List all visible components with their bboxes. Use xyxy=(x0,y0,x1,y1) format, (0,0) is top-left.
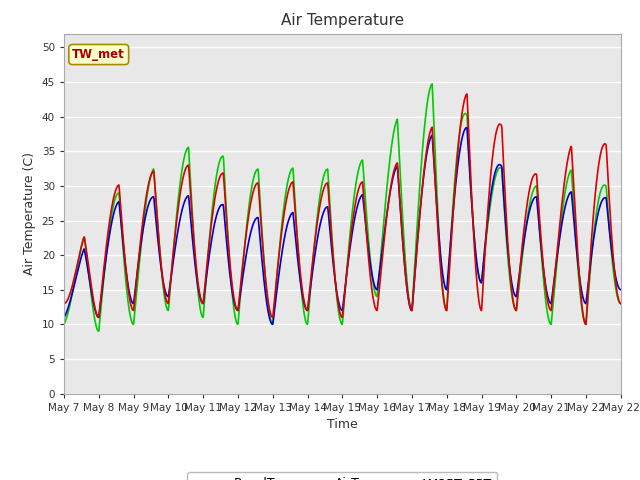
Line: AM25T_PRT: AM25T_PRT xyxy=(64,84,621,331)
PanelT xyxy=(611,266,618,272)
AirT xyxy=(556,234,564,240)
AM25T_PRT xyxy=(317,183,325,189)
AM25T_PRT xyxy=(611,276,618,281)
AirT xyxy=(617,287,625,293)
AirT xyxy=(474,270,482,276)
Legend: PanelT, AirT, AM25T_PRT: PanelT, AirT, AM25T_PRT xyxy=(188,472,497,480)
Y-axis label: Air Temperature (C): Air Temperature (C) xyxy=(23,152,36,275)
AM25T_PRT xyxy=(428,81,436,87)
PanelT xyxy=(617,300,625,306)
AM25T_PRT xyxy=(617,300,625,306)
AM25T_PRT xyxy=(474,271,482,276)
AirT xyxy=(611,266,618,272)
X-axis label: Time: Time xyxy=(327,418,358,431)
PanelT xyxy=(463,91,470,97)
AirT xyxy=(317,216,325,222)
AirT xyxy=(463,125,470,131)
PanelT xyxy=(317,196,325,202)
PanelT xyxy=(474,290,482,296)
AM25T_PRT xyxy=(60,322,68,327)
PanelT xyxy=(60,300,68,306)
AirT xyxy=(269,322,276,327)
Text: TW_met: TW_met xyxy=(72,48,125,61)
Title: Air Temperature: Air Temperature xyxy=(281,13,404,28)
AM25T_PRT xyxy=(148,171,156,177)
PanelT xyxy=(328,236,335,241)
AirT xyxy=(60,314,68,320)
Line: PanelT: PanelT xyxy=(64,94,621,324)
PanelT xyxy=(582,322,590,327)
PanelT xyxy=(147,172,155,178)
PanelT xyxy=(556,224,563,230)
AirT xyxy=(147,196,155,202)
AM25T_PRT xyxy=(328,236,336,241)
Line: AirT: AirT xyxy=(64,128,621,324)
AM25T_PRT xyxy=(556,231,564,237)
AirT xyxy=(328,250,336,256)
AM25T_PRT xyxy=(95,328,102,334)
